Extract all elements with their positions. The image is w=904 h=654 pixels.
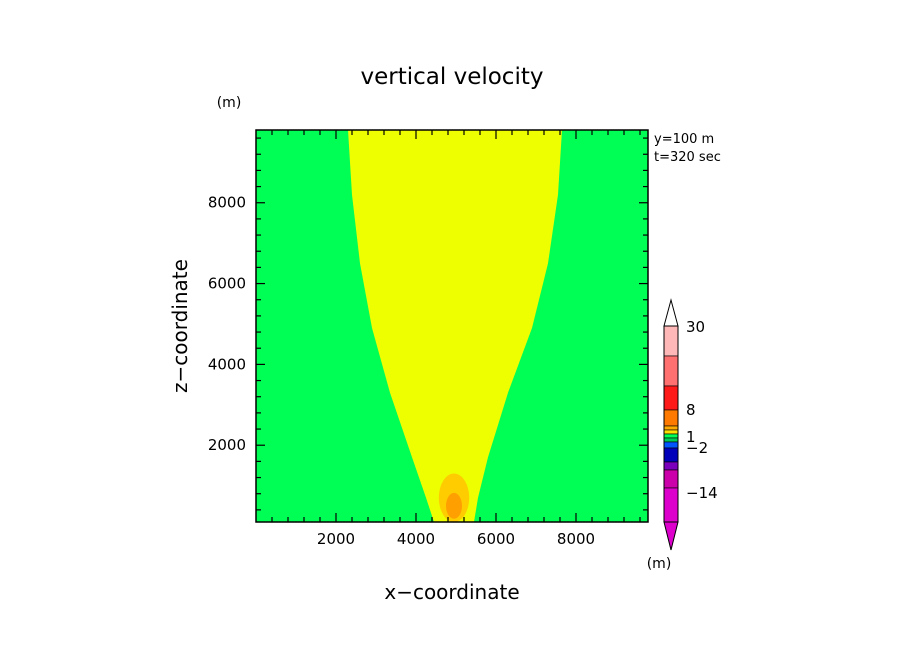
x-tick-label: 2000	[317, 530, 355, 548]
x-tick-label: 8000	[557, 530, 595, 548]
colorbar-label-8: 8	[686, 401, 696, 419]
y-tick-label: 6000	[208, 275, 246, 293]
colorbar-segment	[663, 409, 679, 427]
colorbar-segment	[663, 469, 679, 489]
y-tick-label: 8000	[208, 194, 246, 212]
colorbar-label-minus14: −14	[686, 484, 718, 502]
colorbar-segment	[663, 487, 679, 523]
y-tick-label: 4000	[208, 355, 246, 373]
colorbar-segment	[663, 385, 679, 411]
colorbar-segment	[663, 355, 679, 387]
info-y-level: y=100 m	[654, 132, 714, 147]
colorbar-segment	[663, 441, 679, 449]
colorbar-label-1: 1	[686, 428, 696, 446]
x-axis-label: x−coordinate	[384, 580, 519, 604]
x-axis: 2000 4000 6000 8000	[271, 130, 641, 548]
colorbar	[663, 298, 679, 551]
x-tick-label: 4000	[397, 530, 435, 548]
colorbar-segment	[663, 429, 679, 435]
colorbar-segment	[663, 437, 679, 443]
contour-plume	[348, 130, 562, 522]
colorbar-frame	[663, 325, 679, 523]
colorbar-label-30: 30	[686, 318, 705, 336]
plot-frame	[255, 129, 649, 523]
chart-title: vertical velocity	[361, 64, 544, 90]
colorbar-segment	[663, 461, 679, 471]
y-axis: 2000 4000 6000 8000	[208, 137, 648, 511]
y-axis-label: z−coordinate	[168, 259, 192, 393]
colorbar-label-minus2: −2	[686, 439, 708, 457]
y-tick-label: 2000	[208, 436, 246, 454]
x-tick-label: 6000	[477, 530, 515, 548]
plot-area	[256, 130, 648, 522]
colorbar-bottom-arrow	[663, 521, 679, 551]
colorbar-segment	[663, 425, 679, 431]
colorbar-unit: (m)	[647, 556, 672, 572]
contour-core-orange	[446, 492, 462, 519]
colorbar-segment	[663, 325, 679, 357]
colorbar-top-arrow	[663, 298, 679, 327]
y-axis-unit: (m)	[217, 95, 242, 111]
colorbar-segment	[663, 447, 679, 463]
info-time: t=320 sec	[654, 150, 721, 165]
colorbar-segment	[663, 433, 679, 439]
